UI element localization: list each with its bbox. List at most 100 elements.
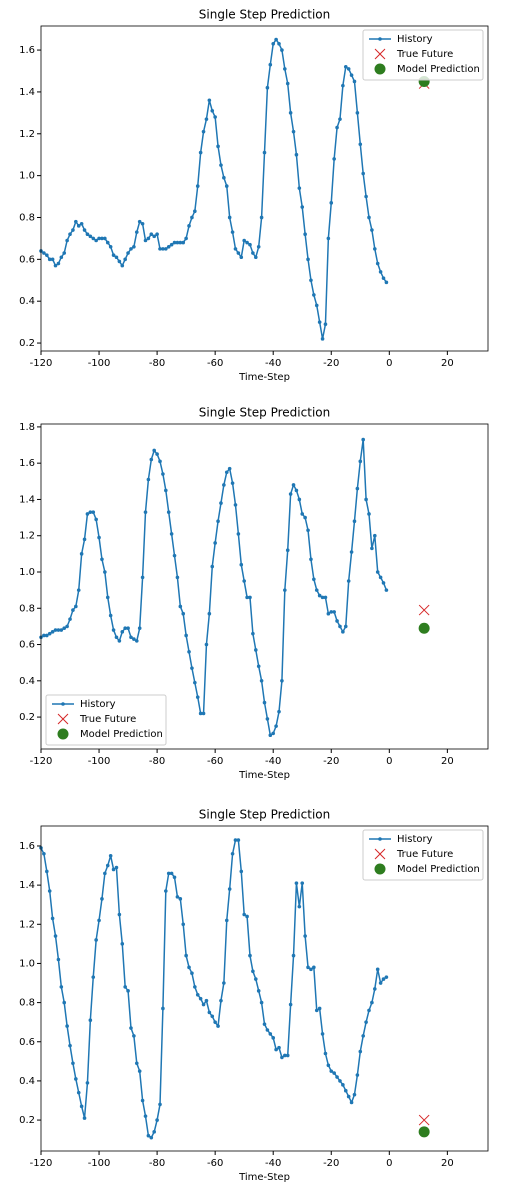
history-point: [239, 255, 244, 260]
history-point: [82, 1116, 87, 1120]
history-point: [210, 1014, 215, 1019]
history-point: [364, 194, 368, 199]
history-point: [198, 150, 203, 155]
x-tick-label: -80: [149, 1158, 165, 1169]
history-point: [245, 240, 249, 245]
y-tick-label: 0.8: [19, 998, 35, 1009]
history-point: [103, 570, 107, 574]
history-point: [346, 67, 351, 71]
history-point: [297, 186, 302, 190]
history-point: [277, 709, 281, 714]
history-point: [149, 232, 154, 237]
x-stroke: [418, 1114, 430, 1126]
history-point: [230, 852, 235, 856]
history-point: [143, 510, 148, 514]
history-point: [256, 244, 261, 249]
history-point: [76, 1090, 81, 1095]
history-point: [283, 1053, 287, 1058]
history-point: [120, 263, 125, 268]
y-tick-label: 1.6: [19, 841, 35, 852]
history-point: [126, 626, 130, 631]
history-point: [111, 628, 116, 632]
history-point: [76, 588, 81, 592]
y-tick-label: 0.2: [19, 338, 35, 349]
history-point: [251, 969, 255, 974]
history-point: [65, 1024, 69, 1028]
history-point: [91, 236, 96, 241]
history-point: [271, 1036, 276, 1040]
history-point: [312, 965, 316, 970]
history-point: [268, 62, 273, 67]
history-point: [184, 236, 188, 241]
history-point: [143, 238, 148, 243]
history-point: [300, 512, 305, 516]
history-point: [71, 228, 75, 232]
history-point: [277, 1045, 281, 1050]
x-tick-label: 20: [441, 358, 454, 369]
x-axis-label: Time-Step: [238, 770, 290, 781]
history-point: [79, 1104, 84, 1109]
history-point: [82, 537, 87, 542]
history-point: [283, 67, 287, 71]
history-point: [56, 261, 61, 266]
history-point: [134, 1061, 139, 1066]
history-point: [85, 512, 90, 516]
x-tick-label: -40: [265, 1158, 281, 1169]
history-point: [97, 535, 101, 540]
history-point: [283, 588, 287, 592]
history-point: [193, 985, 197, 989]
history-point: [42, 852, 46, 856]
history-point: [120, 630, 125, 634]
history-point: [184, 953, 188, 958]
history-point: [79, 552, 84, 556]
history-point: [161, 1006, 165, 1011]
history-point: [140, 1098, 145, 1103]
history-point: [338, 1079, 342, 1083]
x-tick-label: -20: [323, 756, 339, 767]
history-point: [317, 320, 322, 324]
y-tick-label: 0.4: [19, 296, 35, 307]
history-point: [335, 125, 339, 130]
history-point: [53, 934, 58, 938]
history-point: [343, 1088, 348, 1093]
history-point: [62, 1000, 67, 1005]
history-point: [248, 953, 252, 958]
history-point: [280, 48, 284, 52]
history-point: [108, 613, 113, 618]
x-axis-label: Time-Step: [238, 372, 290, 383]
history-point: [358, 1049, 363, 1054]
history-point: [68, 232, 72, 237]
history-point: [146, 1133, 151, 1138]
history-point: [253, 977, 258, 981]
history-point: [297, 904, 302, 909]
history-point: [265, 85, 270, 90]
legend-box: [45, 694, 167, 746]
y-tick-label: 1.4: [19, 494, 35, 505]
x-tick-label: -100: [88, 1158, 111, 1169]
history-point: [97, 918, 101, 923]
history-point: [378, 575, 383, 580]
x-tick-label: -80: [149, 358, 165, 369]
history-point: [242, 238, 246, 243]
history-point: [207, 98, 212, 103]
history-point: [97, 236, 101, 241]
history-point: [207, 1010, 212, 1015]
history-point: [68, 617, 72, 621]
legend-label: Model Prediction: [397, 864, 480, 875]
x-tick-label: -20: [323, 358, 339, 369]
history-point: [216, 144, 220, 149]
history-point: [146, 236, 151, 241]
history-point: [355, 486, 360, 491]
history-point: [309, 967, 313, 972]
history-point: [114, 865, 119, 870]
history-point: [358, 459, 363, 464]
history-point: [50, 916, 55, 921]
history-point: [291, 483, 296, 487]
history-point: [361, 171, 365, 176]
history-point: [309, 557, 313, 562]
y-tick-label: 1.2: [19, 919, 35, 930]
history-point: [129, 247, 133, 251]
history-point: [210, 108, 215, 113]
history-point: [306, 528, 310, 533]
history-point: [169, 242, 174, 247]
